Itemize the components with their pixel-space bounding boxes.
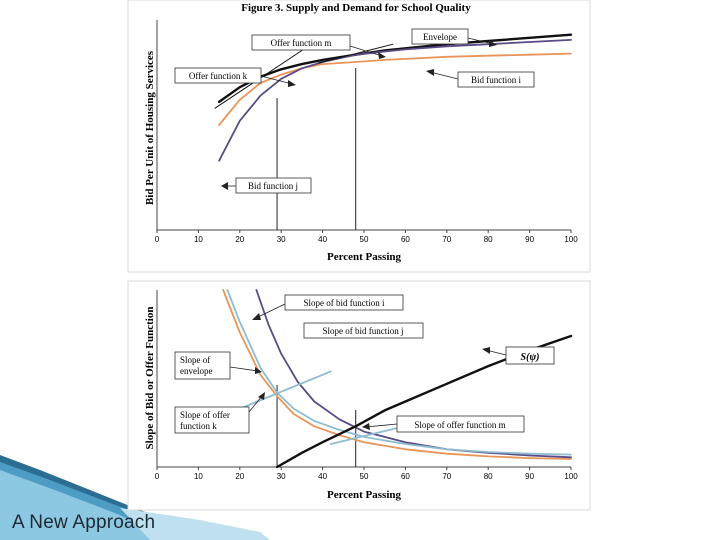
top-x-tick-label: 30	[277, 235, 286, 244]
annotation-slope-envelope-text: Slope of envelope	[180, 355, 213, 376]
bottom-y-axis-label: Slope of Bid or Offer Function	[144, 307, 156, 450]
bottom-x-tick-label: 0	[155, 472, 160, 481]
annotation-envelope: Envelope	[411, 28, 497, 47]
bottom-x-tick-label: 80	[484, 472, 493, 481]
annotation-bid-i: Bid function i	[426, 69, 535, 88]
annotation-s-psi: S(ψ)	[482, 346, 555, 365]
slide-footer-title: A New Approach	[12, 512, 156, 533]
annotation-s-psi-text: S(ψ)	[521, 352, 540, 363]
top-x-tick-label: 100	[564, 235, 578, 244]
top-x-tick-label: 70	[442, 235, 451, 244]
top-x-axis-label: Percent Passing	[327, 251, 402, 263]
top-x-tick-label: 10	[194, 235, 203, 244]
bottom-panel-frame	[127, 280, 591, 511]
bottom-x-tick-label: 10	[194, 472, 203, 481]
bottom-series-line-4	[234, 370, 332, 412]
annotation-offer-k-text: Offer function k	[189, 71, 248, 81]
annotation-slope-offer-k-text: Slope of offer function k	[180, 410, 232, 431]
bottom-series-line-1	[255, 289, 572, 459]
bottom-series-line-5	[329, 427, 399, 445]
annotation-slope-offer-k: Slope of offer function k	[174, 392, 265, 434]
annotation-offer-m: Offer function m	[251, 34, 386, 59]
bottom-x-tick-label: 50	[360, 472, 369, 481]
top-x-ticks	[156, 230, 572, 233]
bottom-x-tick-label: 70	[442, 472, 451, 481]
bottom-x-ticks	[156, 467, 572, 470]
bottom-x-tick-label: 40	[318, 472, 327, 481]
annotation-slope-offer-m-text: Slope of offer function m	[414, 420, 505, 430]
corner-decoration	[0, 455, 270, 540]
annotation-bid-i-text: Bid function i	[471, 75, 521, 85]
top-x-tick-label: 60	[401, 235, 410, 244]
top-x-tick-label: 50	[360, 235, 369, 244]
annotation-bid-j: Bid function j	[221, 177, 312, 194]
top-y-axis-label: Bid Per Unit of Housing Services	[144, 50, 156, 205]
annotation-slope-bid-j: Slope of bid function j	[303, 322, 424, 339]
top-x-tick-label: 80	[484, 235, 493, 244]
top-x-tick-label: 90	[525, 235, 534, 244]
top-series-line-2	[218, 39, 572, 162]
top-x-tick-label: 20	[235, 235, 244, 244]
top-x-tick-label: 0	[155, 235, 160, 244]
bottom-x-tick-label: 30	[277, 472, 286, 481]
top-x-tick-label: 40	[318, 235, 327, 244]
annotation-envelope-text: Envelope	[423, 32, 457, 42]
annotation-slope-bid-j-text: Slope of bid function j	[323, 326, 404, 336]
bottom-x-tick-label: 60	[401, 472, 410, 481]
top-figure-panel: Figure 3. Supply and Demand for School Q…	[127, 0, 591, 273]
bottom-x-tick-label: 100	[564, 472, 578, 481]
annotation-slope-bid-i: Slope of bid function i	[252, 294, 404, 320]
bottom-x-tick-label: 90	[525, 472, 534, 481]
bottom-figure-panel: 0 10 20 30 40 50 60 70 80 90 100 Percent Passing S…	[127, 280, 591, 511]
bottom-x-tick-labels: 0 10 20 30 40 50 60 70 80 90 100	[155, 472, 578, 481]
bottom-x-tick-label: 20	[235, 472, 244, 481]
annotation-slope-envelope: Slope of envelope	[174, 351, 262, 380]
bottom-x-axis-label: Percent Passing	[327, 489, 402, 501]
top-x-tick-labels: 0 10 20 30 40 50 60 70 80 90 100	[155, 235, 578, 244]
top-series-line-4	[318, 43, 394, 64]
annotation-slope-bid-i-text: Slope of bid function i	[304, 298, 385, 308]
annotation-offer-k: Offer function k	[174, 67, 296, 87]
bottom-series-line-2	[226, 289, 572, 456]
annotation-slope-offer-m: Slope of offer function m	[362, 415, 525, 433]
top-panel-frame	[127, 0, 591, 273]
annotation-offer-m-text: Offer function m	[271, 38, 332, 48]
figure-title: Figure 3. Supply and Demand for School Q…	[241, 2, 471, 14]
top-vlines	[276, 68, 357, 230]
annotation-bid-j-text: Bid function j	[248, 181, 298, 191]
